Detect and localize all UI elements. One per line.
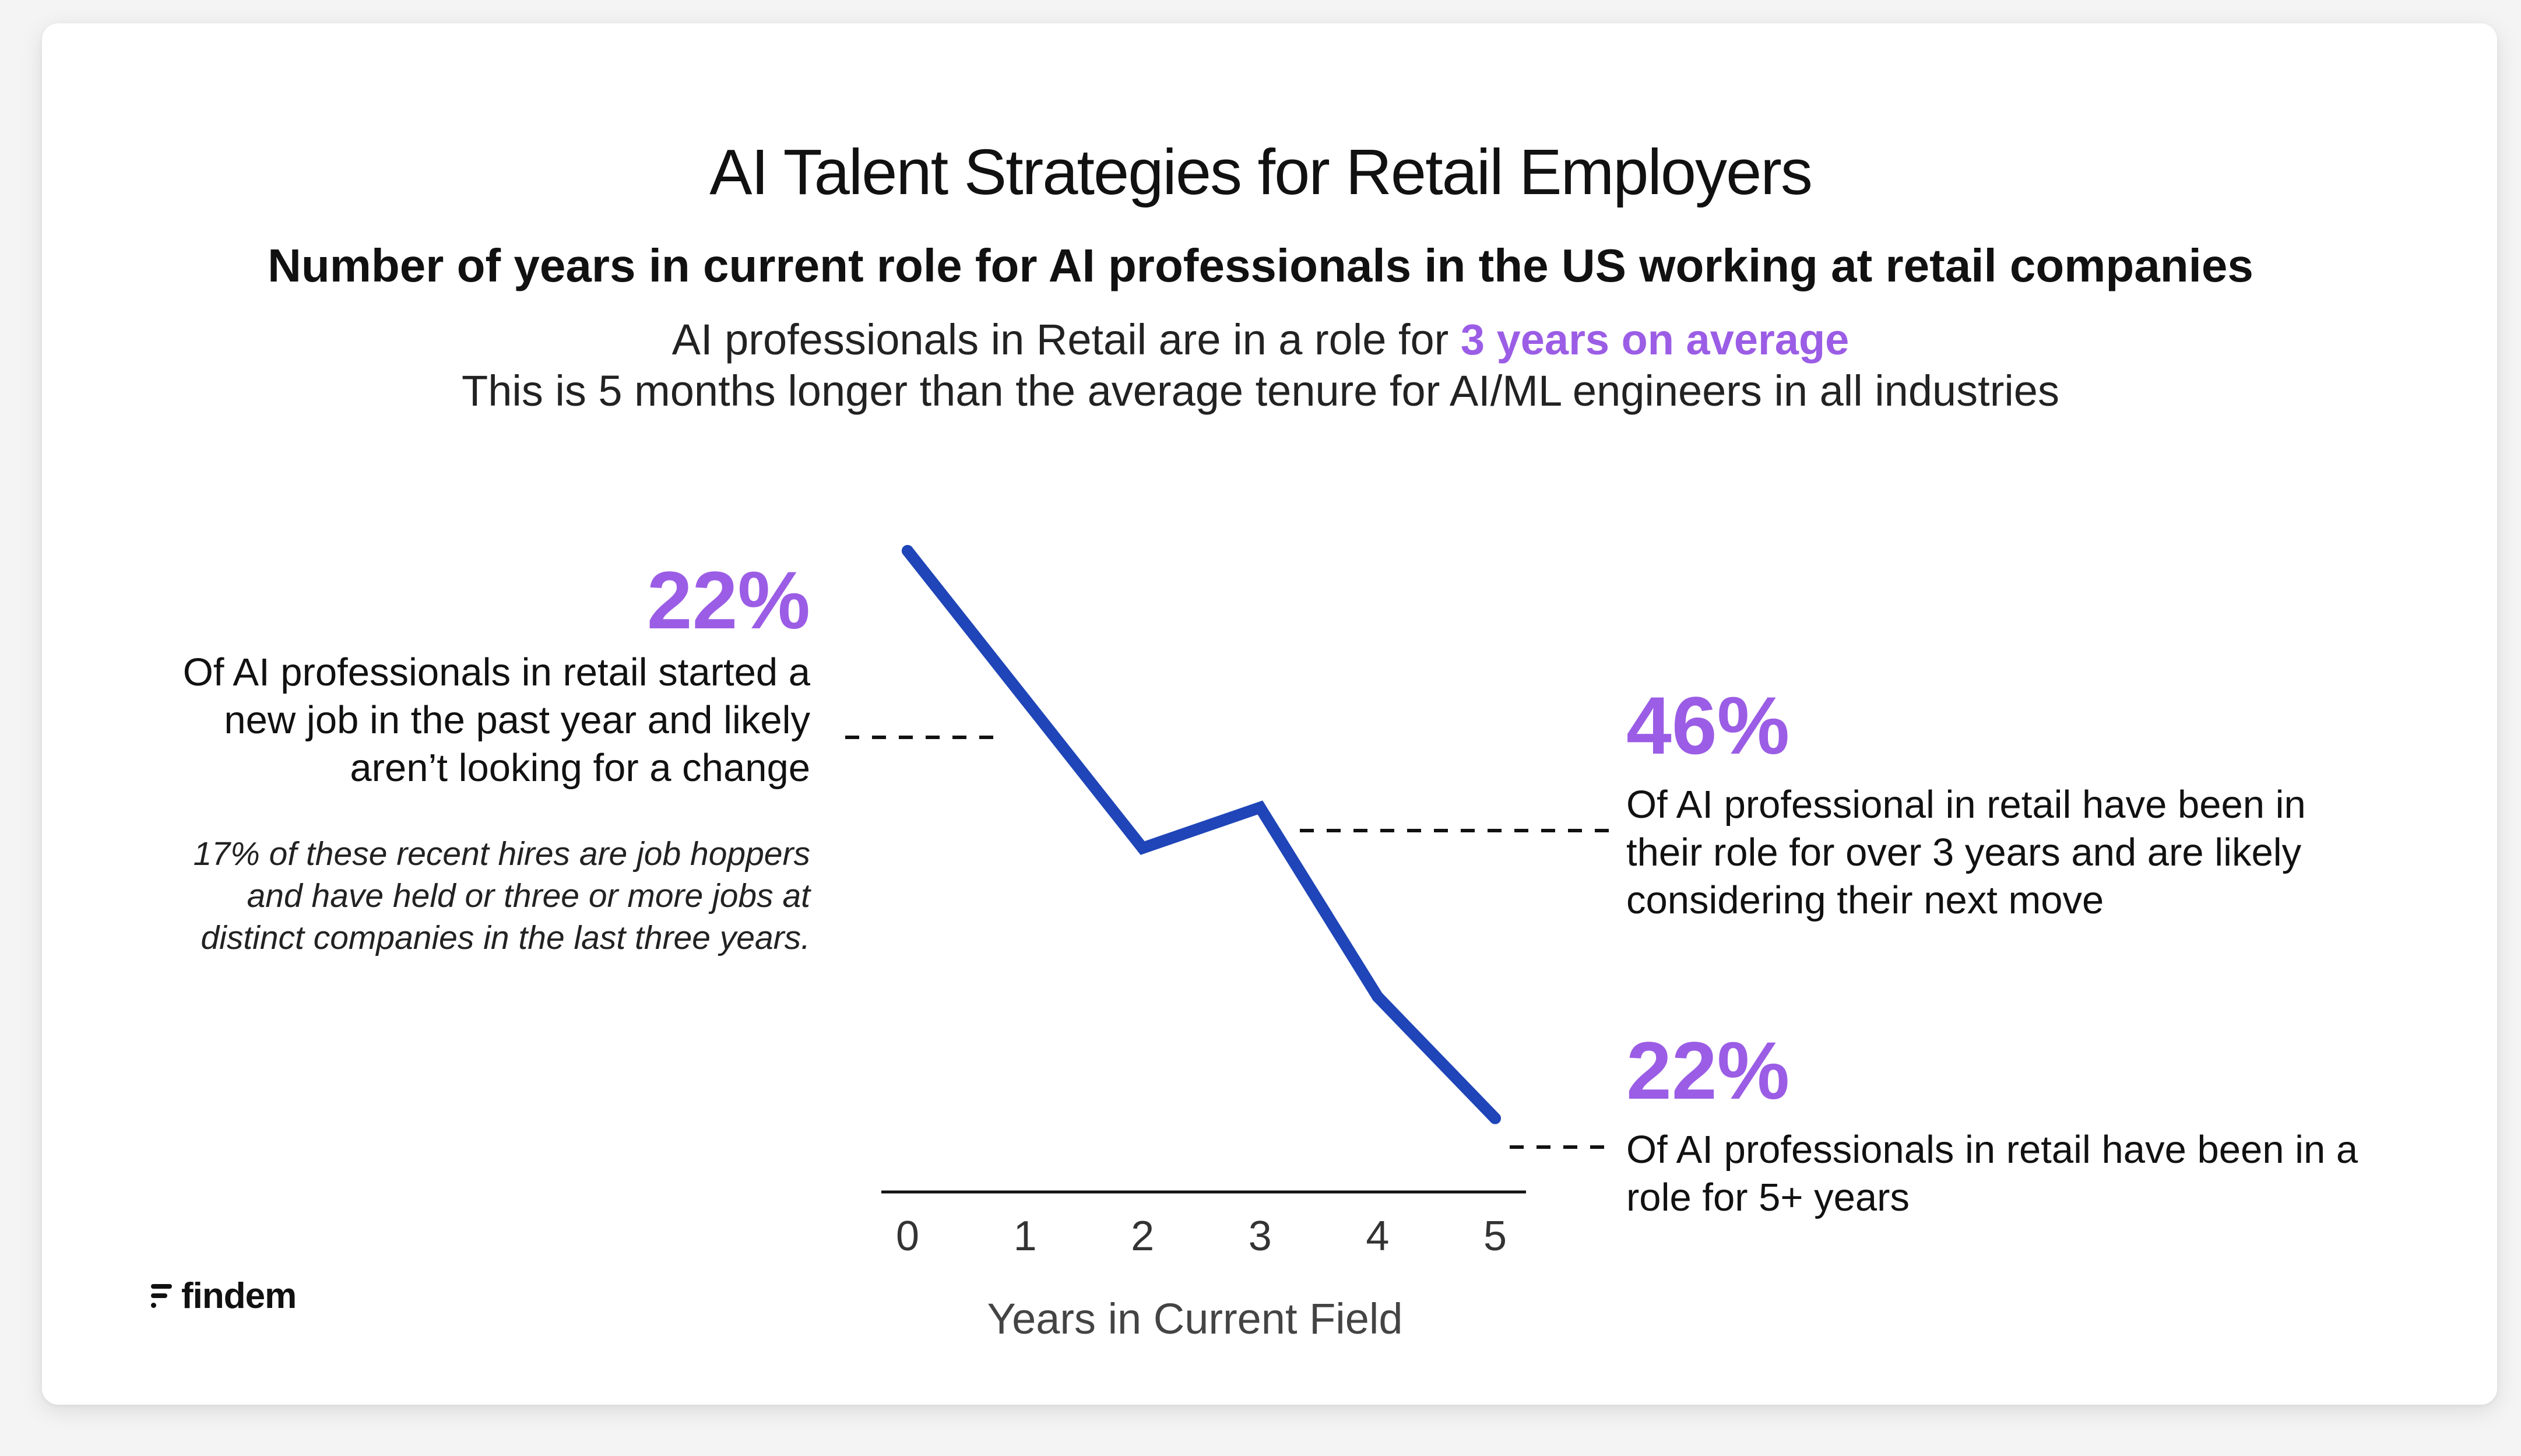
x-tick-label-2: 2 [1131,1213,1155,1260]
chart-subtitle: Number of years in current role for AI p… [268,240,2253,291]
left-callout: 22% Of AI professionals in retail starte… [140,551,810,959]
right-top-callout-text: Of AI professional in retail have been i… [1626,783,2306,922]
left-callout-note: 17% of these recent hires are job hopper… [193,835,810,956]
findem-logo-icon [151,1283,172,1308]
x-tick-label-3: 3 [1248,1213,1272,1260]
right-bottom-callout-value: 22% [1626,1025,1790,1116]
data-point-2 [1137,842,1149,854]
data-point-4 [1372,991,1384,1003]
left-callout-text: Of AI professionals in retail started a … [182,650,810,790]
data-point-0 [902,545,913,557]
right-top-callout-value: 46% [1626,680,1790,771]
x-tick-label-5: 5 [1483,1213,1507,1260]
x-tick-label-1: 1 [1013,1213,1037,1260]
right-top-callout: 46% Of AI professional in retail have be… [1626,676,2384,924]
tenure-comparison-line: This is 5 months longer than the average… [462,367,2059,415]
left-callout-value: 22% [646,554,810,646]
series-line [902,545,1501,1124]
average-tenure-prefix: AI professionals in Retail are in a role… [671,315,1461,364]
data-point-5 [1489,1112,1501,1124]
data-point-3 [1254,801,1266,814]
findem-logo: findem [149,1275,297,1317]
right-bottom-callout: 22% Of AI professionals in retail have b… [1626,1021,2384,1222]
average-tenure-line: AI professionals in Retail are in a role… [0,315,2521,364]
average-tenure-highlight: 3 years on average [1460,315,1850,364]
chart-title: AI Talent Strategies for Retail Employer… [709,136,1813,208]
chart-card [42,23,2497,1405]
findem-logo-text: findem [181,1276,297,1316]
x-axis-title: Years in Current Field [987,1295,1403,1343]
x-tick-label-0: 0 [895,1213,920,1260]
right-bottom-callout-text: Of AI professionals in retail have been … [1626,1128,2358,1219]
x-tick-label-4: 4 [1366,1213,1390,1260]
data-point-1 [1019,694,1031,705]
